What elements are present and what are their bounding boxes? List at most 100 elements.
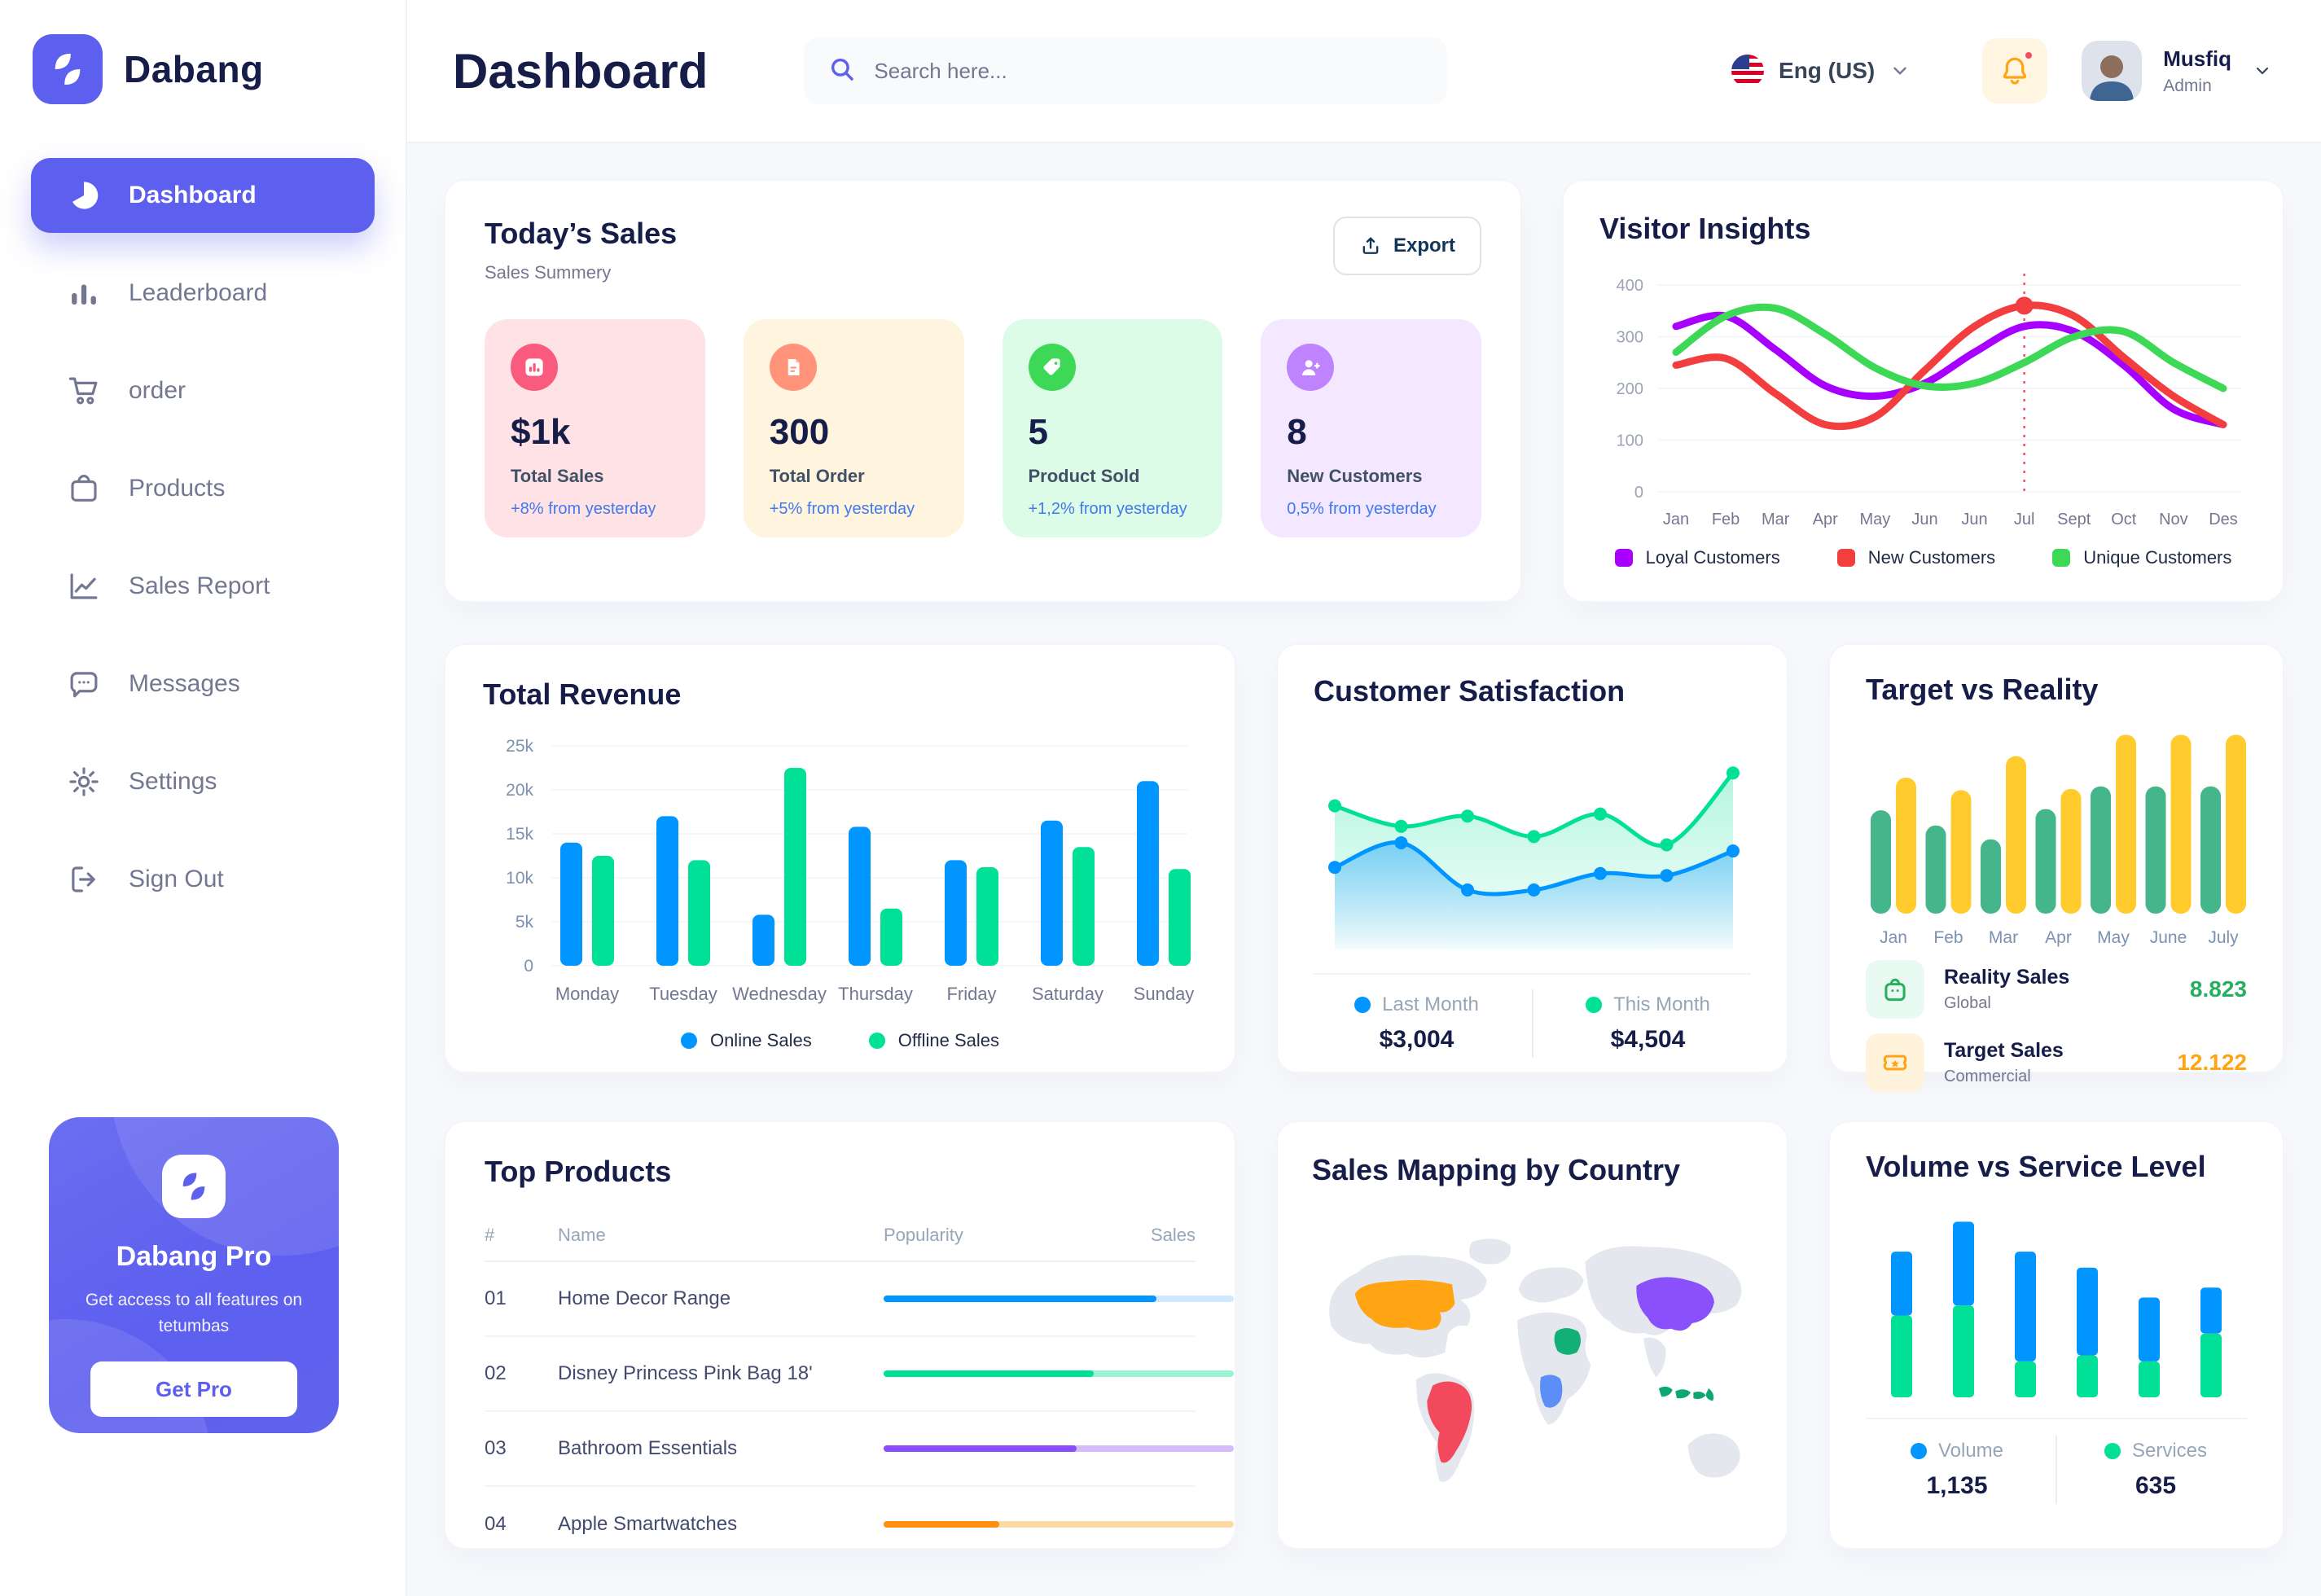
volume-value: 1,135	[1926, 1472, 1988, 1499]
settings-icon	[67, 765, 101, 799]
stat-delta: +8% from yesterday	[511, 500, 656, 518]
svg-text:0: 0	[1634, 484, 1643, 502]
legend-new-customers: New Customers	[1836, 547, 1995, 568]
legend-reality-sales: Reality Sales Global 8.823	[1866, 960, 2247, 1019]
customer-satisfaction-legend: Last Month $3,004 This Month $4,504	[1314, 989, 1751, 1058]
this-month-dot	[1586, 997, 1603, 1013]
top-products-table: # Name Popularity Sales 01 Home Decor Ran…	[485, 1210, 1356, 1562]
top-products-title: Top Products	[485, 1155, 672, 1188]
brand-name: Dabang	[124, 48, 264, 90]
sidebar-item-leaderboard[interactable]: Leaderboard	[31, 256, 375, 331]
language-selector[interactable]: Eng (US)	[1731, 55, 1911, 87]
country-united-states	[1354, 1279, 1455, 1331]
export-button[interactable]: Export	[1332, 217, 1481, 275]
visitor-insights-panel: Visitor Insights 0 100 200 300 400 Jan Feb Mar A…	[1562, 179, 2284, 603]
us-flag-icon	[1731, 55, 1765, 87]
svg-text:0: 0	[524, 957, 533, 976]
user-profile[interactable]: Musfiq Admin	[2082, 41, 2272, 101]
country-dr-congo	[1540, 1375, 1563, 1408]
this-month-value: $4,504	[1610, 1026, 1686, 1053]
svg-text:Monday: Monday	[555, 984, 619, 1004]
product-number: 02	[485, 1362, 507, 1384]
search-input[interactable]	[874, 58, 1424, 84]
target-vs-reality-panel: Target vs Reality Jan Feb Mar Apr May June Jul…	[1828, 643, 2284, 1092]
get-pro-button[interactable]: Get Pro	[90, 1361, 297, 1417]
last-month-value: $3,004	[1379, 1026, 1454, 1053]
stat-label: Total Order	[769, 466, 865, 486]
sidebar-item-sales-report[interactable]: Sales Report	[31, 549, 375, 624]
svg-text:Mar: Mar	[1762, 511, 1790, 528]
svg-text:200: 200	[1617, 380, 1643, 398]
sidebar-item-dashboard[interactable]: Dashboard	[31, 158, 375, 233]
stat-card-total-order: 300 Total Order +5% from yesterday	[743, 319, 964, 537]
svg-text:100: 100	[1617, 432, 1643, 450]
volume-service-legend: Volume 1,135 Services 635	[1866, 1436, 2247, 1504]
legend-target-sales: Target Sales Commercial 12.122	[1866, 1033, 2247, 1092]
legend-this-month: This Month $4,504	[1555, 993, 1742, 1054]
svg-text:Sunday: Sunday	[1134, 984, 1195, 1004]
world-map	[1312, 1212, 1753, 1541]
stat-label: Total Sales	[511, 466, 604, 486]
stat-label: New Customers	[1287, 466, 1423, 486]
notification-button[interactable]	[1982, 38, 2048, 103]
page-title: Dashboard	[453, 43, 709, 99]
svg-text:Jan: Jan	[1880, 928, 1907, 947]
user-name: Musfiq	[2163, 46, 2231, 71]
legend-unique-customers: Unique Customers	[2052, 547, 2231, 568]
svg-text:Jun: Jun	[1911, 511, 1937, 528]
svg-text:May: May	[1859, 511, 1890, 528]
pro-subtitle: Get access to all features on tetumbas	[85, 1291, 303, 1335]
sidebar-item-products[interactable]: Products	[31, 451, 375, 526]
sidebar-nav: Dashboard Leaderboard order Products Sales R…	[0, 158, 406, 917]
product-name: Disney Princess Pink Bag 18'	[558, 1362, 813, 1384]
visitor-insights-chart: 0 100 200 300 400 Jan Feb Mar Apr May Jun Jun Jul Sep…	[1599, 254, 2247, 539]
pro-card: Dabang Pro Get access to all features on…	[49, 1117, 339, 1433]
svg-text:10k: 10k	[506, 869, 533, 888]
chevron-down-icon	[2256, 67, 2269, 75]
search-bar[interactable]	[804, 37, 1448, 104]
todays-sales-title: Today’s Sales	[485, 217, 678, 250]
sidebar-item-messages[interactable]: Messages	[31, 647, 375, 721]
notification-badge	[2023, 50, 2035, 61]
reality-sales-value: 8.823	[2189, 976, 2247, 1002]
sidebar-item-sign-out[interactable]: Sign Out	[31, 842, 375, 917]
stat-card-new-customers: 8 New Customers 0,5% from yesterday	[1261, 319, 1481, 537]
stat-value: 8	[1287, 412, 1307, 452]
sidebar-item-order[interactable]: order	[31, 353, 375, 428]
visitor-insights-title: Visitor Insights	[1599, 212, 1811, 245]
volume-service-title: Volume vs Service Level	[1866, 1150, 2206, 1183]
user-role: Admin	[2163, 76, 2212, 95]
user-info: Musfiq Admin	[2163, 46, 2231, 96]
todays-sales-panel: Today’s Sales Sales Summery Export $1k To…	[444, 179, 1522, 603]
avatar	[2082, 41, 2143, 101]
target-sales-value: 12.122	[2177, 1050, 2247, 1075]
svg-text:400: 400	[1617, 277, 1643, 295]
total-revenue-panel: Total Revenue 0 5k 10k 15k 20k 25k Monday Tuesd…	[444, 643, 1236, 1073]
popularity-bar	[884, 1521, 1234, 1528]
popularity-bar	[884, 1296, 1234, 1302]
language-label: Eng (US)	[1779, 58, 1876, 83]
svg-text:Nov: Nov	[2159, 511, 2188, 528]
header: Dashboard Eng (US) Musfiq Admin	[407, 0, 2321, 143]
stat-card-total-sales: $1k Total Sales +8% from yesterday	[485, 319, 705, 537]
pro-logo-icon	[162, 1155, 226, 1218]
country-saudi-arabia	[1554, 1327, 1582, 1355]
svg-text:Jun: Jun	[1961, 511, 1987, 528]
visitor-insights-legend: Loyal Customers New Customers Unique Custo…	[1599, 547, 2247, 568]
bag-icon	[1866, 960, 1924, 1019]
stat-delta: +1,2% from yesterday	[1028, 500, 1187, 518]
svg-text:Apr: Apr	[1813, 511, 1838, 528]
legend-last-month: Last Month $3,004	[1323, 993, 1511, 1054]
sales-report-icon	[67, 569, 101, 603]
stat-delta: +5% from yesterday	[769, 500, 915, 518]
pro-title: Dabang Pro	[116, 1241, 272, 1272]
country-indonesia	[1658, 1386, 1714, 1401]
sidebar-item-settings[interactable]: Settings	[31, 744, 375, 819]
svg-text:25k: 25k	[506, 737, 533, 756]
